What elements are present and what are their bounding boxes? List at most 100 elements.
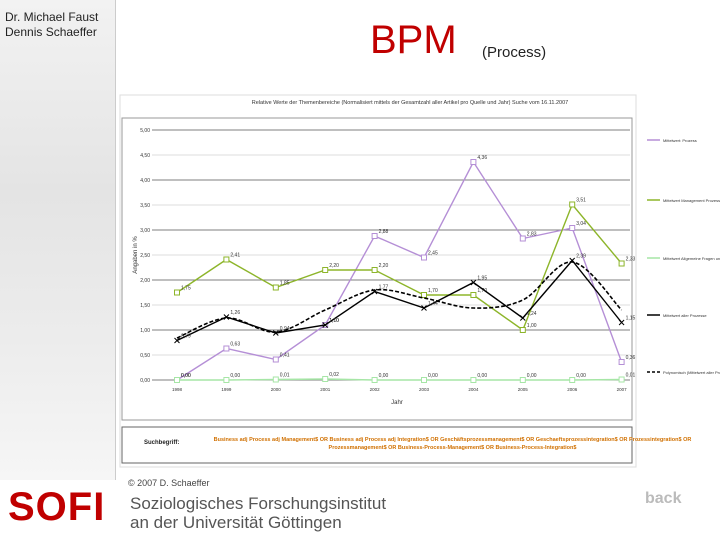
marker [174,337,180,344]
series-line [176,160,623,381]
data-label: 2,33 [626,257,636,263]
marker [470,377,477,383]
data-label: 0,36 [626,355,636,361]
legend-label: Mittelwert Management Prozess [663,198,720,203]
institute-line: an der Universität Göttingen [130,513,342,532]
slide-title: BPM [370,18,457,62]
data-label: 1,26 [230,310,240,316]
data-label: 0,79 [181,334,191,340]
marker [519,315,526,321]
data-label: 1,75 [181,286,191,292]
y-tick-label: 3,00 [140,228,150,234]
data-label: 2,83 [527,232,537,238]
data-label: 0,63 [230,342,240,348]
marker [322,376,329,382]
marker [371,233,378,239]
data-label: 0,01 [280,373,290,379]
marker [569,225,576,231]
data-label: 2,20 [329,263,339,269]
x-tick-label: 1999 [221,387,232,392]
copyright: © 2007 D. Schaeffer [128,478,210,488]
marker [371,267,378,273]
marker [618,319,625,326]
data-label: 0,41 [280,353,290,359]
marker [421,377,427,383]
data-label: 1,10 [329,318,339,324]
x-tick-label: 2000 [271,387,282,392]
marker [618,359,625,365]
y-tick-label: 3,50 [140,203,150,209]
data-label: 2,45 [428,251,438,257]
search-label: Suchbegriff: [144,440,180,446]
y-tick-label: 4,50 [140,153,150,159]
data-label: 3,51 [576,198,586,204]
y-tick-label: 1,50 [140,303,150,309]
back-button[interactable]: back [645,490,682,507]
x-tick-label: 2001 [320,387,331,392]
marker [519,327,526,333]
y-axis-label: Angaben in % [133,236,139,274]
marker [470,279,477,286]
legend-label: Mittelwert aller Prozesse [663,313,707,318]
marker [223,256,230,263]
data-label: 0,00 [181,373,191,379]
marker [272,376,279,383]
marker [322,322,329,328]
institute-line: Soziologisches Forschungsinstitut [130,494,387,513]
marker [223,345,230,352]
data-label: 0,00 [379,373,389,379]
data-label: 0,02 [329,372,339,378]
data-label: 3,04 [576,221,586,227]
y-tick-label: 2,00 [140,278,150,284]
data-label: 4,36 [477,155,487,161]
y-tick-label: 2,50 [140,253,150,259]
logo: SOFI [8,485,106,529]
data-label: 2,88 [379,229,389,235]
marker [470,292,477,298]
data-label: 1,10 [329,318,339,324]
x-tick-label: 2007 [617,387,628,392]
legend-label: Mittelwert: Prozess [663,138,697,143]
data-label: 0,00 [428,373,438,379]
data-label: 1,77 [379,285,389,291]
authors: Dr. Michael Faust Dennis Schaeffer [5,10,98,40]
data-label: 0,94 [280,326,290,332]
author: Dr. Michael Faust [5,10,99,24]
marker [519,235,526,242]
x-tick-label: 2004 [468,387,479,392]
data-label: 0,00 [181,373,191,379]
marker [519,377,526,383]
data-label: 2,20 [379,263,389,269]
data-label: 1,15 [626,316,636,322]
y-tick-label: 0,00 [140,378,150,384]
x-tick-label: 2002 [370,387,381,392]
y-tick-label: 5,00 [140,128,150,134]
marker [421,292,427,298]
data-label: 0,00 [527,373,537,379]
data-label: 0,00 [230,373,240,379]
marker [272,356,279,363]
marker [174,289,180,296]
legend-label: Mittelwert Allgemeine Fragen und Rollent… [663,256,720,261]
marker [470,159,477,165]
data-label: 1,24 [527,311,537,317]
data-label: 1,95 [477,276,487,282]
series-line [176,203,623,332]
data-label: 2,39 [576,254,586,260]
data-label: 2,41 [230,253,240,259]
data-label: 1,70 [428,288,438,294]
marker [174,377,180,383]
plot-frame [121,117,633,421]
y-tick-label: 4,00 [140,178,150,184]
marker [569,201,576,208]
y-tick-label: 0,50 [140,353,150,359]
x-axis-label: Jahr [391,400,403,406]
side-panel [0,0,116,480]
search-query: Business adj Process adj Management$ OR … [213,437,692,451]
marker [618,260,625,267]
data-label: 0,00 [576,373,586,379]
marker [421,254,427,261]
marker [272,284,279,291]
